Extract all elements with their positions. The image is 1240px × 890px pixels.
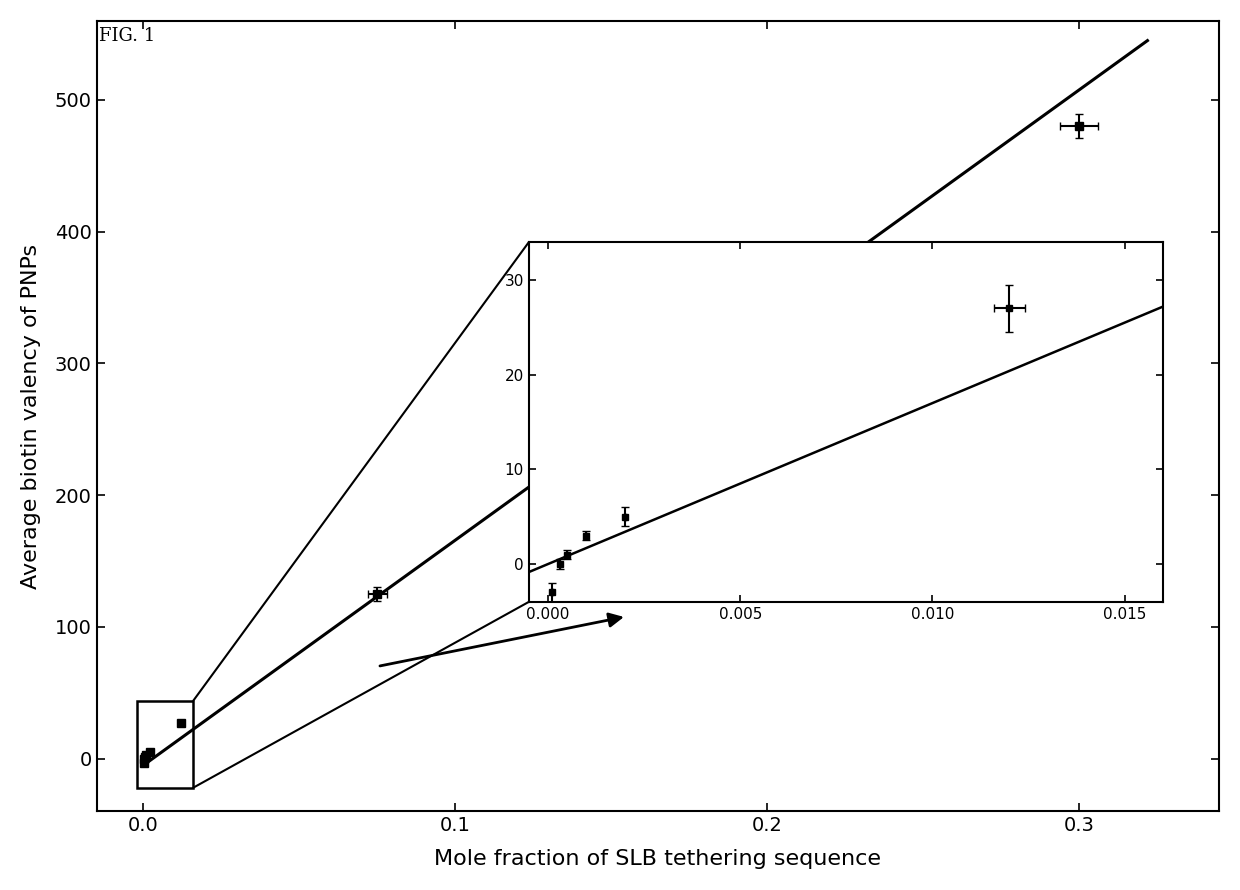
Y-axis label: Average biotin valency of PNPs: Average biotin valency of PNPs — [21, 244, 41, 588]
Bar — [138, 700, 193, 788]
Text: FIG. 1: FIG. 1 — [99, 27, 155, 44]
X-axis label: Mole fraction of SLB tethering sequence: Mole fraction of SLB tethering sequence — [434, 849, 882, 870]
